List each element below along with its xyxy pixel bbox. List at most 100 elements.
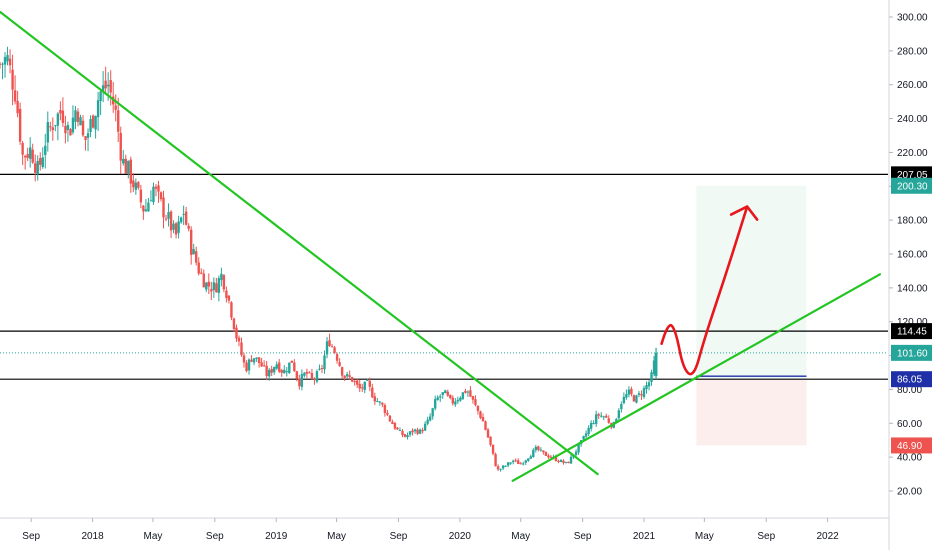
- candle-down: [34, 163, 37, 173]
- price-badge-target: [891, 177, 932, 194]
- candle-up: [288, 362, 291, 374]
- candle-down: [16, 100, 19, 114]
- candle-down: [250, 359, 253, 362]
- candle-up: [539, 449, 543, 451]
- candle-down: [200, 272, 203, 274]
- candle-down: [61, 110, 65, 123]
- candle-down: [597, 414, 600, 416]
- x-tick-label: 2021: [633, 531, 656, 542]
- candle-up: [94, 115, 97, 130]
- candle-down: [139, 189, 143, 203]
- candle-down: [230, 302, 233, 318]
- forecast-arrow: [660, 205, 749, 376]
- candle-down: [383, 405, 387, 413]
- candle-up: [220, 273, 223, 281]
- candle-up: [600, 415, 603, 417]
- candle-up: [182, 214, 185, 216]
- candle-down: [260, 362, 263, 367]
- candle-up: [127, 160, 130, 174]
- candle-up: [315, 371, 319, 382]
- candle-down: [607, 418, 610, 423]
- candle-up: [6, 55, 9, 62]
- candle-up: [534, 446, 538, 451]
- candle-down: [210, 289, 213, 292]
- candle-down: [554, 456, 558, 462]
- candle-down: [330, 346, 334, 348]
- candle-up: [582, 436, 585, 440]
- price-badge-resistance: [891, 323, 932, 340]
- y-tick-label: 280.00: [897, 46, 928, 57]
- candle-up: [54, 125, 57, 127]
- candle-up: [577, 444, 580, 453]
- y-tick-label: 60.00: [897, 419, 922, 430]
- candle-up: [345, 374, 349, 377]
- candle-down: [484, 421, 487, 430]
- candle-down: [262, 365, 266, 367]
- y-tick-label: 180.00: [897, 216, 928, 227]
- x-tick-label: Sep: [574, 531, 592, 542]
- candle-down: [310, 373, 314, 379]
- price-badge-label: 114.45: [897, 327, 927, 338]
- y-tick-label: 220.00: [897, 148, 928, 159]
- candle-up: [509, 462, 512, 464]
- candle-down: [242, 355, 246, 363]
- candle-down: [476, 405, 480, 412]
- price-badge-entry: [891, 371, 932, 388]
- candle-down: [481, 416, 485, 422]
- candle-down: [18, 108, 22, 142]
- candle-down: [195, 251, 198, 263]
- candle-up: [459, 397, 462, 401]
- candle-down: [157, 185, 160, 192]
- candle-down: [207, 281, 210, 287]
- target-zone: [696, 185, 807, 380]
- candle-up: [318, 368, 321, 370]
- candle-up: [617, 410, 621, 419]
- trendline: [0, 10, 599, 476]
- candle-up: [56, 113, 60, 126]
- candle-up: [378, 401, 382, 403]
- candle-up: [101, 85, 105, 92]
- x-tick-label: May: [695, 531, 714, 542]
- candle-down: [313, 378, 316, 380]
- candle-down: [350, 377, 354, 382]
- candle-down: [237, 337, 241, 342]
- x-tick-label: 2022: [817, 531, 840, 542]
- candle-down: [49, 126, 52, 128]
- candle-up: [285, 371, 288, 373]
- candle-down: [421, 429, 424, 432]
- candle-up: [71, 117, 75, 133]
- candle-up: [574, 451, 578, 455]
- y-tick-label: 80.00: [897, 385, 922, 396]
- y-tick-label: 120.00: [897, 317, 928, 328]
- candle-down: [124, 158, 127, 174]
- candle-up: [426, 419, 429, 424]
- candle-down: [393, 423, 397, 429]
- candle-up: [642, 388, 646, 397]
- candle-down: [174, 223, 178, 235]
- candle-down: [39, 158, 42, 165]
- candle-up: [149, 200, 153, 202]
- x-tick-label: 2018: [81, 531, 104, 542]
- y-tick-label: 300.00: [897, 13, 928, 24]
- candle-down: [547, 455, 550, 458]
- candle-up: [28, 147, 32, 159]
- candle-up: [637, 393, 641, 395]
- candle-up: [529, 456, 532, 459]
- candle-down: [129, 159, 133, 184]
- candle-up: [499, 468, 502, 470]
- y-tick-label: 20.00: [897, 487, 922, 498]
- candle-down: [245, 362, 248, 372]
- candle-up: [431, 408, 434, 417]
- candle-down: [567, 461, 570, 464]
- candle-down: [76, 111, 80, 122]
- candle-up: [179, 217, 183, 223]
- candle-down: [222, 275, 226, 290]
- x-tick-label: May: [327, 531, 346, 542]
- price-badge-label: 46.90: [897, 441, 922, 452]
- candle-up: [511, 460, 515, 463]
- candle-down: [11, 69, 14, 90]
- price-badge-last: [891, 344, 932, 361]
- price-badge-label: 86.05: [897, 375, 922, 386]
- candle-up: [406, 435, 409, 438]
- x-tick-label: 2019: [265, 531, 288, 542]
